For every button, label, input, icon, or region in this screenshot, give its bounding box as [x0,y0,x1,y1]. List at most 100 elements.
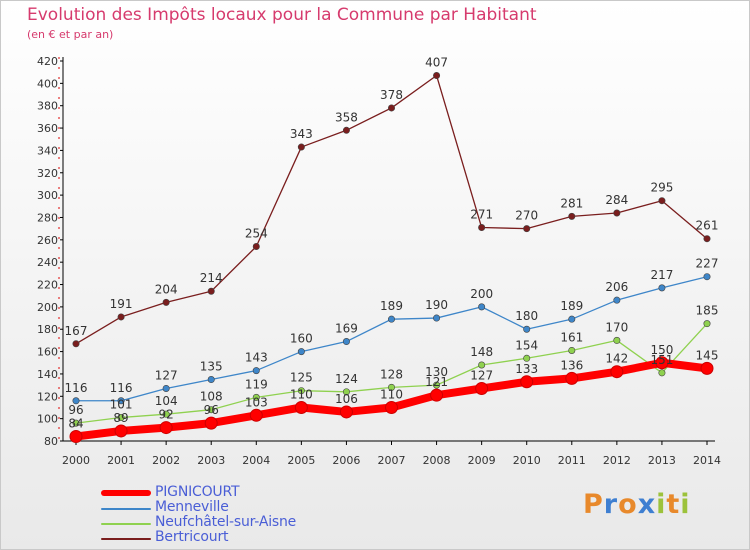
data-point [249,408,263,422]
data-point [72,340,80,348]
data-label: 189 [560,299,583,313]
y-tick-label: 260 [37,234,58,247]
data-label: 217 [650,268,673,282]
x-tick-label: 2012 [603,454,631,467]
data-label: 284 [605,193,628,207]
data-point [159,421,173,435]
data-point [342,338,350,346]
data-label: 227 [696,257,719,271]
data-label: 343 [290,127,313,141]
data-point [700,361,714,375]
data-point [703,235,711,243]
y-tick-label: 360 [37,122,58,135]
data-label: 84 [68,417,83,431]
y-tick-label: 400 [37,77,58,90]
data-label: 104 [155,394,178,408]
data-point [523,354,531,362]
legend: PIGNICOURT Menneville Neufchâtel-sur-Ais… [101,484,361,546]
data-point [613,209,621,217]
data-label: 200 [470,287,493,301]
data-point [655,356,669,370]
logo-letter: i [656,489,667,520]
data-point [252,393,260,401]
data-label: 170 [605,320,628,334]
y-tick-label: 220 [37,279,58,292]
x-tick-label: 2013 [648,454,676,467]
y-tick-label: 420 [37,55,58,68]
data-point [207,376,215,384]
data-label: 271 [470,208,493,222]
data-label: 358 [335,110,358,124]
data-label: 295 [650,181,673,195]
logo-letter: P [583,489,604,520]
data-label: 378 [380,88,403,102]
data-label: 116 [110,381,133,395]
y-tick-label: 140 [37,368,58,381]
x-tick-label: 2009 [468,454,496,467]
data-point [207,406,215,414]
y-tick-label: 280 [37,211,58,224]
y-tick-label: 320 [37,167,58,180]
data-label: 407 [425,56,448,70]
data-label: 270 [515,209,538,223]
data-point [69,430,83,444]
data-point [613,336,621,344]
data-point [523,225,531,233]
data-point [610,365,624,379]
data-point [478,224,486,232]
legend-item-pignicourt[interactable]: PIGNICOURT [101,484,361,501]
data-label: 127 [470,368,493,382]
y-tick-label: 80 [44,435,58,448]
y-tick-label: 200 [37,301,58,314]
data-label: 151 [650,353,673,367]
data-point [568,346,576,354]
data-label: 206 [605,280,628,294]
data-point [294,400,308,414]
y-tick-label: 120 [37,390,58,403]
data-point [117,397,125,405]
data-point [252,243,260,251]
data-label: 150 [650,343,673,357]
legend-item-neufchatel[interactable]: Neufchâtel-sur-Aisne [101,514,361,531]
legend-swatch-bertricourt [101,538,151,540]
data-label: 128 [380,367,403,381]
data-label: 106 [335,392,358,406]
data-label: 189 [380,299,403,313]
data-label: 110 [380,387,403,401]
x-tick-label: 2003 [197,454,225,467]
data-label: 148 [470,345,493,359]
data-label: 127 [155,368,178,382]
x-tick-label: 2010 [513,454,541,467]
data-label: 101 [110,398,133,412]
y-tick-label: 240 [37,256,58,269]
legend-item-bertricourt[interactable]: Bertricourt [101,529,361,546]
data-label: 108 [200,390,223,404]
x-tick-label: 2005 [287,454,315,467]
legend-label-menneville: Menneville [155,499,229,515]
y-tick-label: 300 [37,189,58,202]
data-point [162,410,170,418]
data-point [297,348,305,356]
data-label: 116 [65,381,88,395]
data-label: 136 [560,358,583,372]
data-point [433,314,441,322]
data-point [523,325,531,333]
data-point [478,361,486,369]
data-label: 167 [65,324,88,338]
legend-item-menneville[interactable]: Menneville [101,499,361,516]
x-tick-label: 2014 [693,454,721,467]
data-point [520,375,534,389]
data-label: 169 [335,322,358,336]
x-tick-label: 2002 [152,454,180,467]
data-label: 191 [110,297,133,311]
legend-label-neufchatel: Neufchâtel-sur-Aisne [155,514,297,530]
y-tick-label: 380 [37,100,58,113]
logo-letter: t [666,489,681,520]
data-point [433,72,441,80]
data-label: 135 [200,360,223,374]
data-label: 204 [155,282,178,296]
data-point [613,296,621,304]
data-point [387,315,395,323]
data-label: 154 [515,338,538,352]
data-point [703,320,711,328]
